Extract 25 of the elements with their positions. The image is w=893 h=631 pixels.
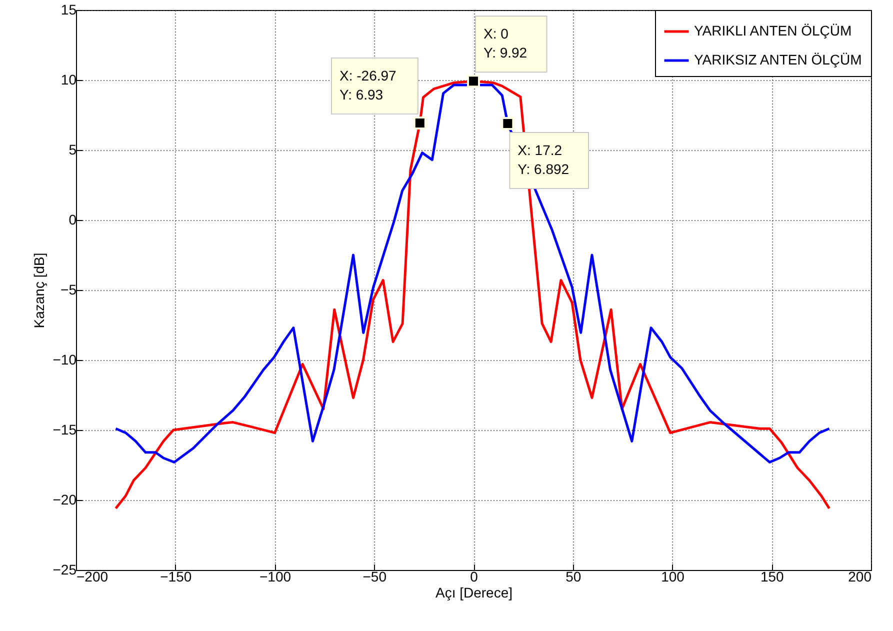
y-tick-label: −10 bbox=[52, 352, 77, 368]
x-tick-label: −200 bbox=[76, 568, 108, 584]
legend-label: YARIKSIZ ANTEN ÖLÇÜM bbox=[694, 52, 862, 68]
x-tick-label: 100 bbox=[661, 568, 685, 584]
y-axis-title: Kazanç [dB] bbox=[30, 252, 47, 328]
annotation: X: 0 Y: 9.92 bbox=[484, 26, 528, 61]
y-tick-label: −25 bbox=[52, 562, 77, 578]
x-tick-label: 50 bbox=[566, 568, 582, 584]
y-tick-label: 5 bbox=[68, 142, 77, 158]
y-tick-label: 15 bbox=[60, 2, 77, 18]
annotation: X: 17.2 Y: 6.892 bbox=[518, 142, 570, 178]
y-tick-label: 0 bbox=[68, 212, 77, 228]
x-tick-label: −100 bbox=[259, 568, 292, 584]
y-tick-label: 10 bbox=[60, 72, 77, 88]
y-tick-label: −20 bbox=[52, 492, 77, 508]
x-axis-title: Açı [Derece] bbox=[435, 584, 513, 600]
x-tick-label: −50 bbox=[362, 568, 387, 584]
x-tick-label: 0 bbox=[470, 568, 478, 584]
x-tick-label: 150 bbox=[760, 568, 784, 584]
x-tick-label: −150 bbox=[160, 568, 192, 584]
annotation: X: -26.97 Y: 6.93 bbox=[339, 67, 397, 102]
y-tick-label: −5 bbox=[60, 282, 77, 298]
x-tick-label: 200 bbox=[848, 568, 872, 584]
legend-label: YARIKLI ANTEN ÖLÇÜM bbox=[694, 22, 852, 38]
y-tick-label: −15 bbox=[52, 422, 77, 438]
